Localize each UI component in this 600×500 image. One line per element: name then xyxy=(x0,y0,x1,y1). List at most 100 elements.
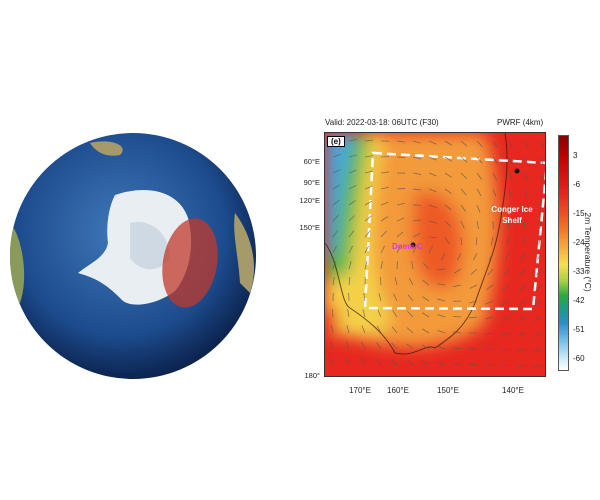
wind-vector xyxy=(517,364,526,368)
wind-vector xyxy=(476,204,481,213)
wind-vector xyxy=(460,236,463,246)
wind-vector xyxy=(476,156,483,164)
colorbar-tick: -6 xyxy=(573,180,581,189)
wind-vector xyxy=(487,268,494,276)
wind-vector xyxy=(522,236,526,245)
wind-vector xyxy=(380,245,385,254)
wind-vector xyxy=(437,345,446,350)
wind-vector xyxy=(378,293,382,302)
wind-vector xyxy=(505,252,510,261)
wind-vector xyxy=(346,325,350,334)
wind-vector xyxy=(380,230,387,238)
wind-vector xyxy=(391,326,398,334)
wind-vector xyxy=(533,364,542,368)
valid-time-label: Valid: 2022-03-18: 06UTC (F30) xyxy=(325,118,439,127)
y-tick: 60°E xyxy=(303,157,320,166)
wind-vector xyxy=(539,220,542,230)
wind-vector xyxy=(396,260,398,270)
wind-vector xyxy=(406,327,414,334)
y-tick: 150°E xyxy=(299,223,320,232)
wind-vector xyxy=(517,316,526,322)
wind-vector xyxy=(468,316,478,319)
wind-vector xyxy=(500,364,510,367)
wind-vector xyxy=(412,232,421,238)
wind-vector xyxy=(347,309,350,318)
wind-vector xyxy=(508,204,511,214)
wind-vector xyxy=(407,294,414,302)
wind-vector xyxy=(332,153,341,158)
wind-vector xyxy=(524,188,527,198)
colorbar xyxy=(558,135,569,371)
wind-vector xyxy=(453,362,462,366)
wind-vector xyxy=(460,204,466,212)
wind-vector xyxy=(501,348,510,351)
wind-vector xyxy=(345,357,350,366)
wind-vector xyxy=(437,314,446,318)
colorbar-tick: -24 xyxy=(573,238,585,247)
temperature-map xyxy=(324,132,546,377)
wind-vector xyxy=(533,332,542,337)
wind-vector xyxy=(428,172,437,177)
wind-vector xyxy=(503,268,510,276)
wind-vector xyxy=(540,156,544,165)
wind-vector xyxy=(428,140,437,145)
y-tick: 90°E xyxy=(303,178,320,187)
wind-vector xyxy=(476,188,482,197)
wind-vector xyxy=(508,188,512,197)
wind-vector xyxy=(406,359,414,366)
wind-vector xyxy=(332,214,339,222)
wind-vector xyxy=(364,139,374,142)
wind-vector xyxy=(348,245,353,254)
wind-vector xyxy=(364,215,372,222)
wind-vector xyxy=(364,230,371,238)
y-tick: 180° xyxy=(304,371,320,380)
wind-vector xyxy=(469,300,478,304)
wind-vector xyxy=(506,236,510,245)
wind-vector xyxy=(501,316,510,321)
wind-vector xyxy=(533,316,542,322)
wind-vector xyxy=(332,169,341,174)
wind-vector xyxy=(412,140,421,144)
wind-vector xyxy=(332,276,335,286)
wind-vector xyxy=(412,219,422,222)
wind-vector xyxy=(329,357,334,366)
wind-vector xyxy=(524,156,529,165)
wind-vector xyxy=(396,140,406,143)
wind-vector xyxy=(444,156,453,162)
wind-vector xyxy=(476,140,483,148)
wind-vector xyxy=(380,261,383,270)
wind-vector xyxy=(484,332,494,335)
wind-vector xyxy=(391,358,398,366)
wind-vector xyxy=(428,156,437,161)
wind-vector xyxy=(421,312,430,318)
wind-vector xyxy=(380,201,389,206)
wind-vector xyxy=(492,172,498,181)
wind-vector xyxy=(444,220,452,227)
colorbar-tick: -42 xyxy=(573,296,585,305)
wind-vector xyxy=(360,341,366,350)
wind-vector xyxy=(540,172,543,181)
wind-vector xyxy=(492,188,497,197)
wind-vector xyxy=(444,140,453,146)
wind-vector xyxy=(453,268,462,274)
wind-vector xyxy=(348,230,355,238)
wind-vector xyxy=(392,310,398,318)
wind-vector xyxy=(396,156,406,159)
x-tick: 150°E xyxy=(437,386,459,395)
wind-vector xyxy=(508,156,513,165)
wind-vector xyxy=(411,260,414,270)
wind-vector xyxy=(345,341,350,350)
wind-vector xyxy=(457,252,462,261)
wind-vector xyxy=(492,156,498,165)
wind-vector xyxy=(508,140,514,149)
wind-vector xyxy=(492,140,499,148)
wind-vector xyxy=(348,215,356,222)
wind-vector xyxy=(412,156,421,160)
wind-vector xyxy=(489,252,494,261)
wind-vector xyxy=(412,188,422,191)
wind-vector xyxy=(484,348,494,351)
wind-vector xyxy=(396,217,405,222)
wind-vector xyxy=(332,184,341,190)
wind-vector xyxy=(348,276,351,286)
wind-vector xyxy=(485,316,494,320)
